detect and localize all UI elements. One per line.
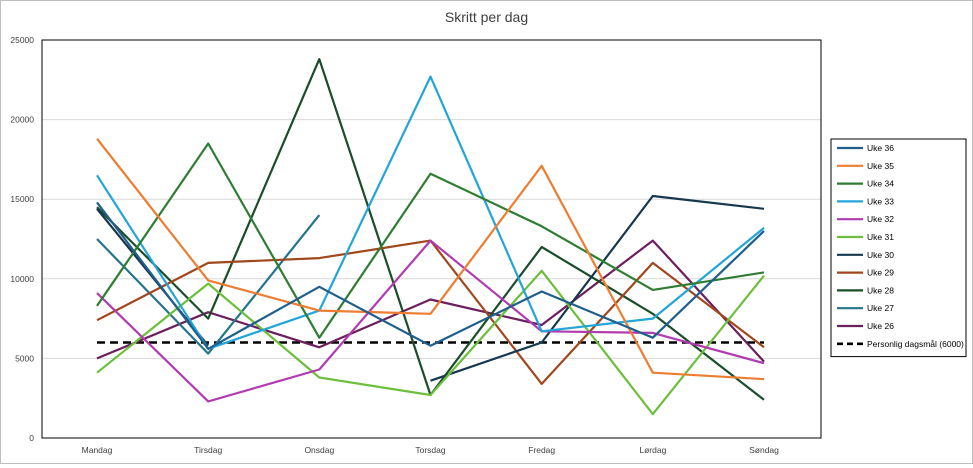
y-tick-label: 20000	[10, 115, 34, 125]
legend-label: Uke 26	[867, 321, 894, 331]
legend-label: Uke 31	[867, 232, 894, 242]
y-tick-label: 25000	[10, 35, 34, 45]
series-lines	[96, 57, 765, 416]
series-line-uke-36	[96, 201, 765, 350]
x-tick-label: Onsdag	[304, 445, 334, 455]
gridlines	[42, 119, 821, 359]
x-tick-label: Fredag	[528, 445, 555, 455]
series-line-uke-35	[96, 138, 765, 381]
x-tick-label: Lørdag	[639, 445, 666, 455]
x-tick-label: Mandag	[82, 445, 113, 455]
legend-label: Uke 35	[867, 161, 894, 171]
x-tick-label: Søndag	[749, 445, 779, 455]
y-tick-label: 10000	[10, 274, 34, 284]
legend-label: Uke 32	[867, 214, 894, 224]
series-line-uke-26	[96, 239, 765, 363]
series-line-uke-27	[96, 214, 321, 355]
legend: Uke 36 Uke 35 Uke 34 Uke 33 Uke 32 Uke 31 Uke …	[830, 138, 967, 358]
y-tick-label: 15000	[10, 194, 34, 204]
series-line-uke-28	[96, 57, 765, 401]
x-tick-label: Tirsdag	[194, 445, 222, 455]
legend-label: Personlig dagsmål (6000)	[867, 339, 964, 349]
plot-area-border	[41, 39, 822, 439]
legend-label: Uke 34	[867, 179, 894, 189]
axes: 0 5000 10000 15000 20000 25000 Mandag Tirsdag On…	[10, 35, 822, 455]
y-tick-label: 5000	[15, 353, 34, 363]
legend-box	[830, 138, 967, 358]
series-line-uke-32	[96, 239, 765, 403]
series-line-uke-34	[96, 142, 765, 339]
legend-label: Uke 27	[867, 303, 894, 313]
legend-label: Uke 29	[867, 268, 894, 278]
series-line-uke-30	[430, 194, 765, 382]
legend-label: Uke 33	[867, 196, 894, 206]
x-tick-label: Torsdag	[415, 445, 446, 455]
legend-label: Uke 36	[867, 143, 894, 153]
series-line-uke-31	[96, 269, 765, 416]
chart-title: Skritt per dag	[444, 9, 529, 25]
legend-label: Uke 28	[867, 285, 894, 295]
legend-label: Uke 30	[867, 250, 894, 260]
y-tick-label: 0	[29, 433, 34, 443]
